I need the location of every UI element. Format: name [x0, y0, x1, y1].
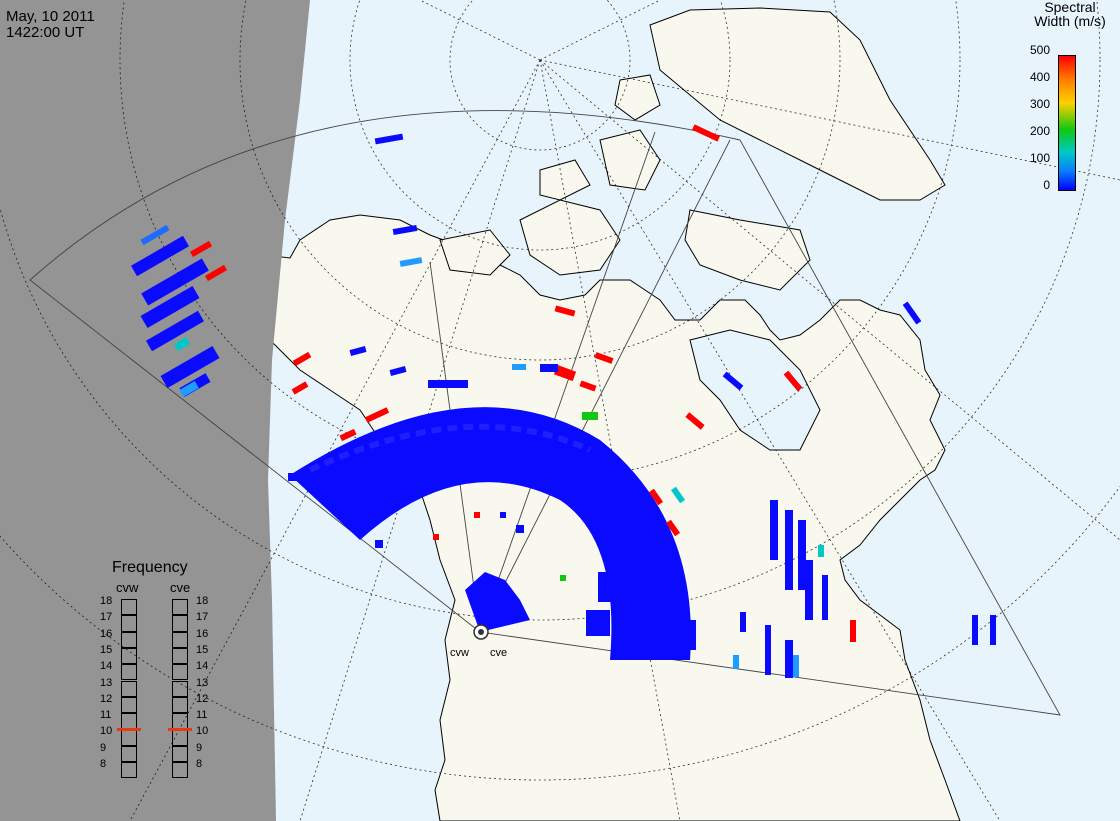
colorbar-tick-200: 200 — [1029, 124, 1050, 138]
hudson-bay — [689, 329, 821, 451]
colorbar-tick-300: 300 — [1029, 97, 1050, 111]
freq-box-cve — [172, 615, 188, 632]
freq-box-cve — [172, 631, 188, 648]
freq-scale-right-label: 14 — [196, 660, 209, 673]
freq-scale-right-label: 15 — [196, 643, 209, 656]
freq-box-cve — [172, 647, 188, 665]
freq-box-cvw — [121, 631, 137, 648]
freq-scale-left-label: 11 — [100, 709, 112, 722]
time-label: 1422:00 UT — [6, 24, 85, 41]
freq-box-cvw — [121, 762, 137, 779]
freq-scale-right-label: 10 — [196, 725, 209, 738]
freq-box-cvw — [121, 599, 137, 616]
greenland-land — [649, 7, 946, 201]
freq-box-cvw — [121, 647, 137, 665]
arctic-island-1 — [519, 199, 621, 276]
freq-box-cvw — [121, 729, 137, 746]
freq-scale-left-label: 9 — [100, 741, 107, 754]
near-range-scatter — [465, 572, 530, 632]
freq-scale-right-label: 8 — [196, 758, 203, 770]
freq-scale-left-label: 17 — [100, 611, 113, 624]
site-label-cvw: cvw — [450, 647, 469, 659]
freq-box-cve — [172, 713, 188, 730]
freq-scale-right-label: 11 — [196, 709, 208, 722]
echo-patches — [131, 124, 996, 678]
date-label: May, 10 2011 — [6, 8, 95, 25]
freq-scale-right-label: 16 — [196, 627, 209, 640]
victoria-island — [439, 229, 511, 276]
freq-box-cve — [172, 696, 188, 714]
frequency-title: Frequency — [112, 559, 188, 576]
freq-box-cve — [172, 664, 188, 681]
freq-col-label-cve: cve — [170, 580, 191, 595]
freq-scale-left-label: 12 — [100, 692, 113, 705]
arctic-island-2 — [599, 129, 661, 191]
freq-scale-right-label: 12 — [196, 692, 209, 705]
baffin-island — [684, 209, 811, 291]
freq-box-cve — [172, 680, 188, 697]
freq-scale-right-label: 18 — [196, 595, 209, 607]
freq-scale-left-label: 18 — [100, 595, 113, 607]
freq-box-cvw — [121, 745, 137, 762]
colorbar-tick-100: 100 — [1029, 151, 1050, 165]
freq-scale-right-label: 17 — [196, 611, 209, 624]
freq-box-cvw — [121, 615, 137, 632]
freq-box-cvw — [121, 696, 137, 714]
colorbar-tick-0: 0 — [1043, 178, 1050, 192]
ionospheric-scatter-arc — [290, 407, 691, 660]
colorbar-title-line2: Width (m/s) — [1034, 13, 1106, 29]
colorbar-title-line1: Spectral — [1044, 0, 1096, 15]
freq-indicator-cve — [168, 728, 192, 732]
freq-box-cve — [172, 762, 188, 779]
arctic-island-3 — [539, 159, 591, 201]
freq-box-cvw — [121, 713, 137, 730]
freq-scale-right-label: 13 — [196, 676, 209, 689]
freq-scale-right-label: 9 — [196, 741, 203, 754]
colorbar-tick-400: 400 — [1029, 70, 1050, 84]
freq-box-cvw — [121, 680, 137, 697]
colorbar-gradient — [1058, 55, 1076, 191]
freq-indicator-cvw — [117, 728, 141, 732]
night-terminator — [0, 0, 310, 821]
freq-col-label-cvw: cvw — [116, 580, 139, 595]
freq-box-cve — [172, 745, 188, 762]
freq-scale-left-label: 15 — [100, 643, 113, 656]
freq-scale-left-label: 10 — [100, 725, 113, 738]
freq-scale-left-label: 14 — [100, 660, 113, 673]
freq-box-cvw — [121, 664, 137, 681]
freq-box-cve — [172, 599, 188, 616]
freq-scale-left-label: 16 — [100, 627, 113, 640]
site-label-cve: cve — [490, 647, 508, 659]
freq-box-cve — [172, 729, 188, 746]
radar-site-marker — [473, 624, 489, 640]
colorbar-tick-500: 500 — [1029, 43, 1050, 57]
freq-scale-left-label: 8 — [100, 758, 107, 770]
freq-scale-left-label: 13 — [100, 676, 113, 689]
